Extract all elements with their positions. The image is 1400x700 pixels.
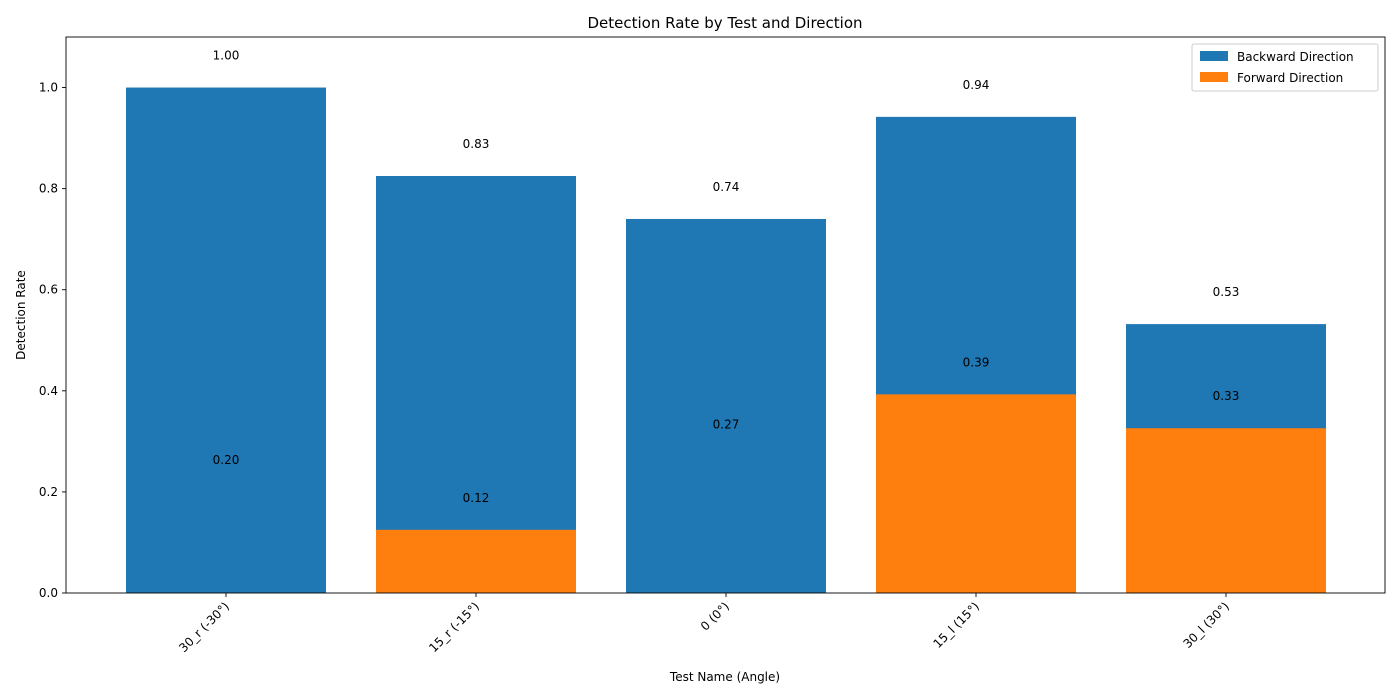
legend-label: Backward Direction — [1237, 50, 1354, 64]
x-tick-label: 15_l (15°) — [930, 599, 982, 651]
data-label-forward: 0.39 — [963, 355, 990, 369]
legend-swatch — [1200, 72, 1228, 82]
plot-area: 1.00 0.20 0.83 0.12 0.74 0.27 0.94 0.39 0.53 0.33… — [39, 36, 1386, 655]
data-label-backward: 0.53 — [1213, 285, 1240, 299]
data-label-backward: 0.74 — [713, 180, 740, 194]
data-label-forward: 0.27 — [713, 418, 740, 432]
y-tick-label: 1.0 — [39, 81, 58, 95]
y-tick-label: 0.2 — [39, 485, 58, 499]
data-label-forward: 0.33 — [1213, 389, 1240, 403]
bar-forward-visible — [376, 529, 576, 593]
y-tick-label: 0.6 — [39, 283, 58, 297]
data-label-forward: 0.20 — [213, 453, 240, 467]
legend: Backward Direction Forward Direction — [1191, 43, 1379, 92]
chart-title: Detection Rate by Test and Direction — [587, 14, 862, 32]
x-tick-label: 0 (0°) — [698, 599, 732, 633]
y-tick-label: 0.4 — [39, 384, 58, 398]
bar-forward-visible — [1126, 428, 1326, 593]
x-tick-label: 30_l (30°) — [1180, 599, 1232, 651]
x-axis-title: Test Name (Angle) — [669, 670, 780, 684]
bar-backward — [126, 87, 326, 593]
bar-forward-visible — [876, 394, 1076, 593]
bar-backward — [626, 218, 826, 594]
bar-backward — [376, 176, 576, 593]
y-axis-title: Detection Rate — [14, 270, 28, 360]
y-tick-label: 0.0 — [39, 586, 58, 600]
legend-label: Forward Direction — [1237, 71, 1343, 85]
data-label-forward: 0.12 — [463, 491, 490, 505]
legend-swatch — [1200, 51, 1228, 61]
data-label-backward: 0.83 — [463, 137, 490, 151]
data-label-backward: 0.94 — [963, 78, 990, 92]
data-label-backward: 1.00 — [213, 49, 240, 63]
y-tick-label: 0.8 — [39, 182, 58, 196]
x-tick-label: 15_r (-15°) — [426, 599, 482, 655]
legend-box — [1191, 43, 1379, 92]
plot-frame — [65, 36, 1386, 594]
x-tick-label: 30_r (-30°) — [176, 599, 232, 655]
